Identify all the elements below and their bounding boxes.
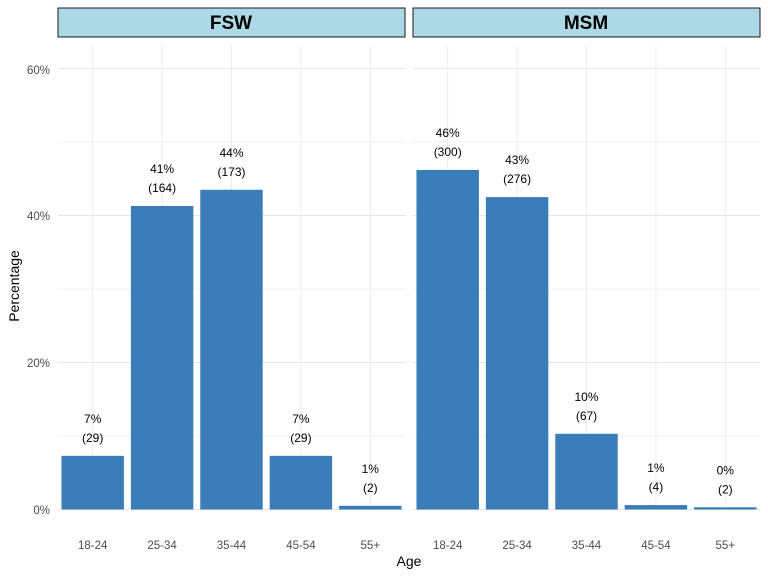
y-tick-label: 60% bbox=[27, 65, 50, 77]
bar bbox=[485, 197, 549, 510]
bar-count-label: (164) bbox=[148, 181, 176, 195]
facet-strip-fsw: FSW bbox=[57, 7, 406, 38]
x-tick-label: 18-24 bbox=[78, 540, 108, 552]
bar bbox=[339, 505, 402, 510]
facet-strip-msm-label: MSM bbox=[564, 13, 608, 34]
panel-fsw: 7% (29) 18-24 41% (164) 25-34 44% (173) 35-44 7% (… bbox=[58, 45, 405, 552]
facet-strip-fsw-background bbox=[57, 7, 406, 38]
bar-count-label: (4) bbox=[649, 480, 664, 494]
y-tick-label: 40% bbox=[27, 211, 50, 223]
x-tick-label: 45-54 bbox=[286, 540, 316, 552]
bar-count-label: (2) bbox=[363, 481, 378, 495]
bar bbox=[130, 205, 194, 510]
bar-count-label: (276) bbox=[503, 172, 531, 186]
y-axis-tick-labels: 0% 20% 40% 60% bbox=[27, 65, 50, 517]
bar bbox=[694, 507, 757, 510]
x-tick-label: 45-54 bbox=[641, 540, 671, 552]
x-axis-title: Age bbox=[397, 553, 422, 569]
facet-strip-fsw-label: FSW bbox=[210, 13, 252, 34]
bar-percent-label: 43% bbox=[505, 153, 529, 167]
bar-percent-label: 46% bbox=[436, 126, 460, 140]
x-tick-label: 35-44 bbox=[217, 540, 247, 552]
x-tick-label: 55+ bbox=[716, 540, 736, 552]
bar-percent-label: 7% bbox=[84, 412, 102, 426]
bar-count-label: (67) bbox=[576, 409, 597, 423]
bar-count-label: (29) bbox=[290, 431, 311, 445]
y-tick-label: 20% bbox=[27, 358, 50, 370]
x-tick-label: 35-44 bbox=[572, 540, 602, 552]
x-tick-label: 55+ bbox=[361, 540, 381, 552]
y-tick-label: 0% bbox=[33, 505, 50, 517]
bar-percent-label: 44% bbox=[219, 146, 243, 160]
bar-percent-label: 0% bbox=[717, 463, 735, 477]
bar-percent-label: 1% bbox=[647, 461, 665, 475]
bar-count-label: (173) bbox=[217, 165, 245, 179]
bar bbox=[416, 169, 479, 510]
bar-count-label: (300) bbox=[434, 145, 462, 159]
panel-msm: 46% (300) 18-24 43% (276) 25-34 10% (67) 35-44 1%… bbox=[413, 45, 760, 552]
bar-percent-label: 41% bbox=[150, 162, 174, 176]
bar bbox=[269, 455, 333, 510]
y-axis-title: Percentage bbox=[6, 250, 22, 322]
x-tick-label: 18-24 bbox=[433, 540, 463, 552]
bar-percent-label: 1% bbox=[362, 462, 380, 476]
facet-strip-msm-background bbox=[412, 7, 761, 38]
bar bbox=[61, 455, 124, 510]
x-tick-label: 25-34 bbox=[147, 540, 177, 552]
facet-strip-msm: MSM bbox=[412, 7, 761, 38]
bar bbox=[555, 433, 618, 510]
bar-percent-label: 10% bbox=[574, 390, 598, 404]
bar bbox=[200, 189, 263, 510]
x-tick-label: 25-34 bbox=[502, 540, 532, 552]
bar-count-label: (29) bbox=[82, 431, 103, 445]
bar-count-label: (2) bbox=[718, 482, 733, 496]
bar bbox=[624, 505, 688, 510]
bar-percent-label: 7% bbox=[292, 412, 310, 426]
